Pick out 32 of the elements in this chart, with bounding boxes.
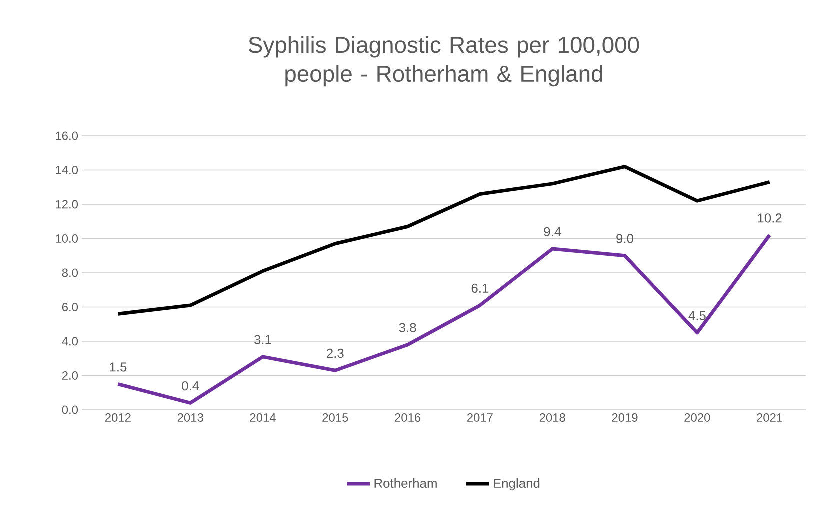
y-tick-label: 2.0 xyxy=(62,372,78,380)
x-tick-label: 2014 xyxy=(250,414,276,422)
chart-title: Syphilis Diagnostic Rates per 100,000 people - Rotherham & England xyxy=(248,36,640,87)
data-label: 9.4 xyxy=(544,227,562,236)
data-label: 3.8 xyxy=(399,323,416,332)
y-tick-label: 14.0 xyxy=(56,166,78,174)
data-label: 10.2 xyxy=(758,214,782,223)
data-label: 1.5 xyxy=(110,362,127,372)
data-label: 6.1 xyxy=(472,284,489,294)
data-label: 9.0 xyxy=(616,234,634,244)
x-tick-label: 2019 xyxy=(612,414,638,422)
x-tick-label: 2018 xyxy=(540,414,566,422)
y-tick-label: 16.0 xyxy=(56,132,78,140)
x-tick-label: 2015 xyxy=(322,414,348,422)
data-label: 4.5 xyxy=(688,311,706,320)
y-tick-label: 6.0 xyxy=(62,303,78,312)
legend-label: Rotherham xyxy=(374,478,437,488)
data-label: 3.1 xyxy=(254,335,272,344)
data-label: 0.4 xyxy=(182,381,200,391)
y-tick-label: 0.0 xyxy=(62,406,78,414)
data-label: 2.3 xyxy=(327,348,344,358)
x-tick-label: 2012 xyxy=(105,414,131,422)
x-tick-label: 2013 xyxy=(178,414,204,422)
y-tick-label: 10.0 xyxy=(56,234,78,243)
x-tick-label: 2020 xyxy=(684,414,710,422)
y-tick-label: 12.0 xyxy=(56,200,78,209)
x-tick-label: 2017 xyxy=(468,414,493,422)
y-tick-label: 4.0 xyxy=(62,337,78,346)
y-tick-label: 8.0 xyxy=(62,268,78,278)
x-tick-label: 2021 xyxy=(757,414,783,422)
legend-label: England xyxy=(494,478,540,491)
x-tick-label: 2016 xyxy=(395,414,421,422)
